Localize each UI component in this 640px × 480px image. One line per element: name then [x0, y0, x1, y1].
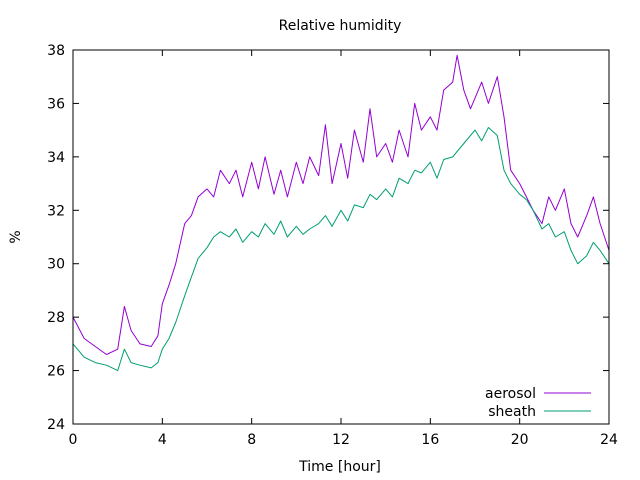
x-axis-label: Time [hour]	[298, 459, 381, 475]
y-axis-label: %	[8, 230, 24, 243]
chart-title: Relative humidity	[279, 18, 402, 34]
x-tick-label: 16	[421, 432, 439, 448]
x-tick-label: 12	[332, 432, 350, 448]
legend-label-aerosol: aerosol	[485, 386, 536, 402]
legend-label-sheath: sheath	[488, 404, 536, 420]
plot-frame	[72, 49, 610, 425]
legend: aerosol sheath	[485, 386, 591, 420]
x-tick-label: 8	[247, 432, 256, 448]
y-tick-label: 38	[47, 43, 65, 59]
y-tick-label: 34	[47, 150, 65, 166]
series-line-aerosol	[72, 54, 610, 355]
x-axis: 0 4 8 12 16 20 24	[69, 50, 618, 448]
y-tick-label: 24	[47, 417, 65, 433]
series-line-sheath	[72, 127, 610, 372]
x-tick-label: 0	[69, 432, 78, 448]
y-tick-label: 28	[47, 310, 65, 326]
x-tick-label: 24	[600, 432, 618, 448]
y-tick-label: 26	[47, 364, 65, 380]
y-tick-label: 36	[47, 96, 65, 112]
x-tick-label: 20	[511, 432, 529, 448]
x-tick-label: 4	[158, 432, 167, 448]
y-tick-label: 32	[47, 203, 65, 219]
y-axis: 24 26 28 30 32 34 36 38	[47, 43, 609, 433]
y-tick-label: 30	[47, 257, 65, 273]
plot-series	[72, 54, 610, 372]
